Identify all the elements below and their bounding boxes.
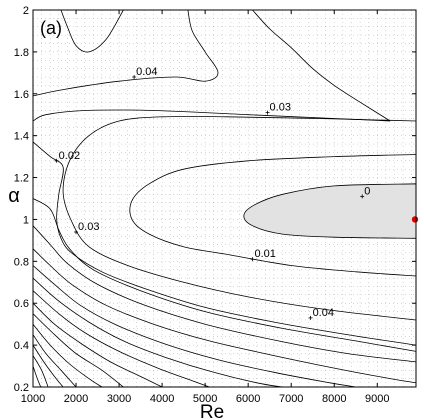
x-tick-label: 7000 <box>279 393 303 405</box>
contour-line <box>129 154 417 277</box>
tick-layer: 1000 2000 3000 4000 5000 6000 7000 8000 9000 0.2 0… <box>14 5 416 405</box>
y-axis-label: α <box>8 185 20 207</box>
y-tick-label: 0.8 <box>14 256 29 268</box>
y-tick-label: 1.6 <box>14 89 29 101</box>
x-tick-label: 6000 <box>236 393 260 405</box>
x-tick-label: 1000 <box>21 393 45 405</box>
y-tick-label: 1.8 <box>14 47 29 59</box>
contour-value-label: 0.03 <box>270 102 291 114</box>
contour-line <box>32 277 283 388</box>
contour-value-label: 0 <box>364 185 370 197</box>
contour-label-marker <box>132 75 137 80</box>
y-tick-label: 1.4 <box>14 131 29 143</box>
contour-line <box>32 290 210 388</box>
x-tick-label: 9000 <box>365 393 389 405</box>
label-layer: 0.04 0.03 0.02 0 0.03 0.01 0.04 <box>54 66 419 320</box>
y-tick-label: 2 <box>23 5 29 17</box>
contour-line <box>62 116 417 321</box>
contour-label-marker <box>360 194 365 199</box>
contour-label-marker <box>74 230 79 235</box>
contour-line <box>32 344 64 388</box>
y-tick-label: 1.2 <box>14 173 29 185</box>
contour-line <box>32 109 391 122</box>
contour-label-marker <box>54 158 59 163</box>
contour-line <box>252 9 391 122</box>
x-tick-label: 3000 <box>107 393 131 405</box>
contour-label-marker <box>250 257 255 262</box>
x-tick-label: 5000 <box>193 393 217 405</box>
contour-line <box>32 225 417 363</box>
contour-value-label: 0.04 <box>136 66 157 78</box>
plot-frame <box>32 9 417 388</box>
contour-line <box>32 265 356 388</box>
contour-line <box>32 313 124 388</box>
y-tick-label: 0.6 <box>14 298 29 310</box>
x-axis-label: Re <box>200 402 224 420</box>
contour-value-label: 0.03 <box>78 221 99 233</box>
contour-line <box>32 323 103 388</box>
contour-line <box>32 198 417 352</box>
contour-line <box>32 302 163 388</box>
y-tick-label: 0.4 <box>14 340 29 352</box>
contour-line <box>32 334 77 388</box>
contour-value-label: 0.02 <box>59 150 80 162</box>
contour-label-marker <box>308 315 313 320</box>
contour-line <box>32 248 417 384</box>
contour-value-label: 0.04 <box>313 307 334 319</box>
contour-label-marker <box>265 110 270 115</box>
x-tick-label: 8000 <box>322 393 346 405</box>
x-tick-label: 4000 <box>150 393 174 405</box>
contour-line <box>32 141 417 346</box>
critical-point-marker <box>411 216 419 223</box>
contour-line <box>32 365 42 388</box>
neutral-curve-shaded-region <box>243 183 417 239</box>
x-tick-label: 2000 <box>64 393 88 405</box>
y-tick-label: 1 <box>23 214 29 226</box>
contour-line <box>60 9 124 53</box>
contour-line <box>32 9 219 97</box>
contour-line <box>32 355 49 388</box>
contour-layer <box>32 9 417 388</box>
contour-value-label: 0.01 <box>254 248 275 260</box>
y-tick-label: 0.2 <box>14 382 29 394</box>
panel-label: (a) <box>40 18 62 38</box>
